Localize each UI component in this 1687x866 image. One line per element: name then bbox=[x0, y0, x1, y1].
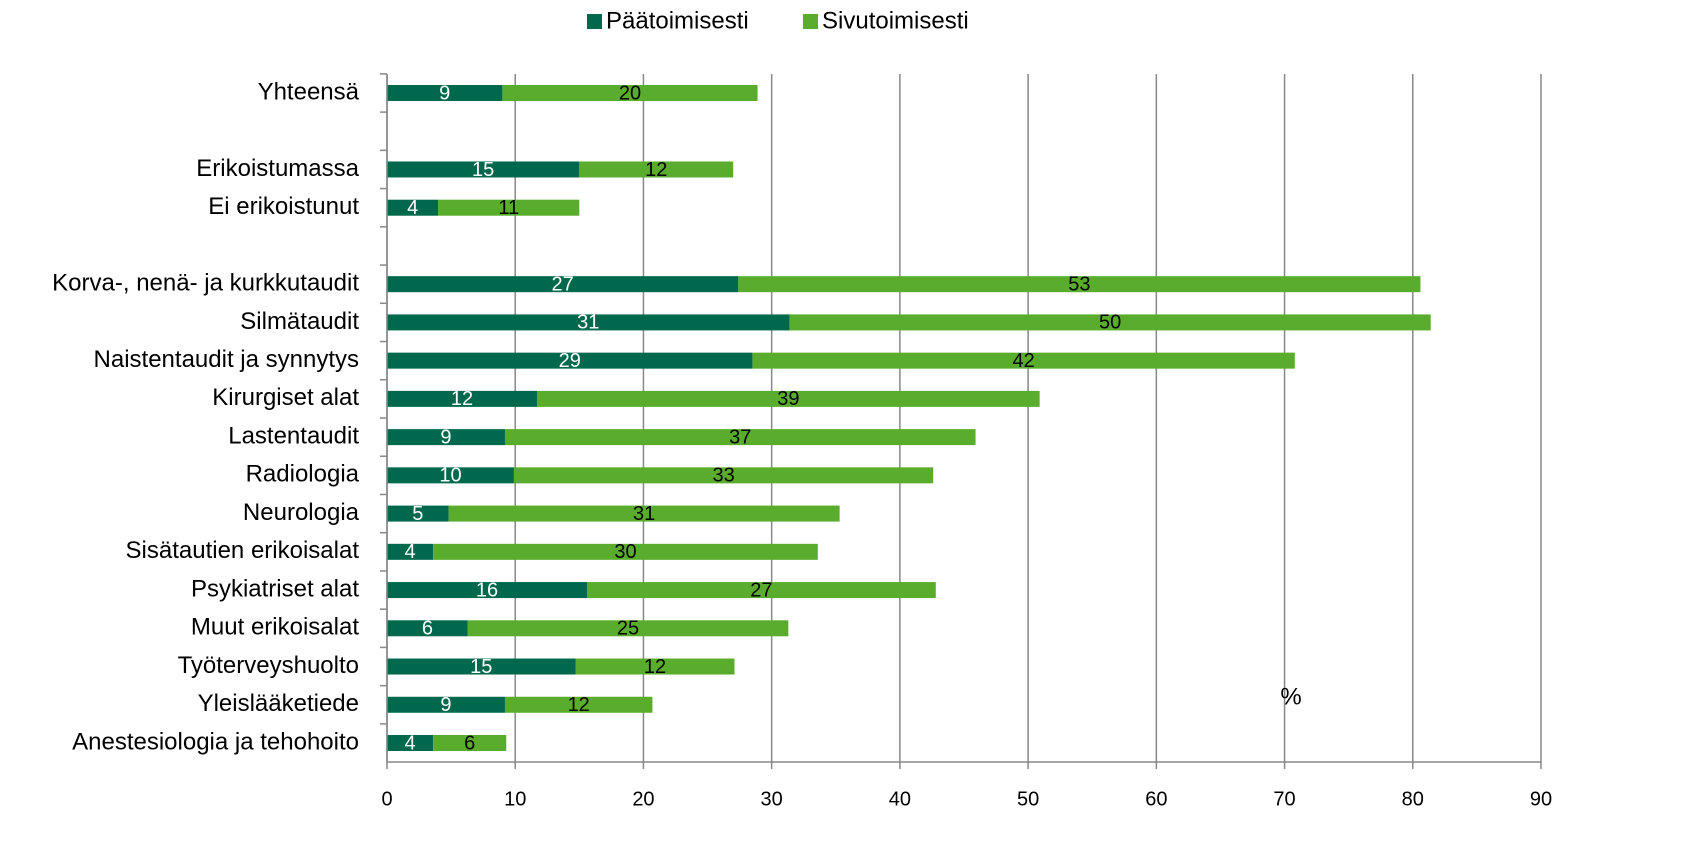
data-label: 25 bbox=[617, 618, 639, 640]
y-tick-label: Kirurgiset alat bbox=[212, 384, 359, 411]
data-label: 12 bbox=[451, 388, 473, 410]
data-label: 53 bbox=[1068, 273, 1090, 295]
x-tick-label: 30 bbox=[761, 788, 783, 810]
annotation: % bbox=[1280, 683, 1301, 710]
y-tick-label: Yleislääketiede bbox=[198, 690, 359, 717]
bar bbox=[448, 505, 840, 522]
data-label: 12 bbox=[644, 656, 666, 678]
bar bbox=[433, 735, 507, 751]
data-label: 37 bbox=[729, 426, 751, 448]
data-label: 4 bbox=[407, 197, 418, 219]
y-tick-label: Anestesiologia ja tehohoito bbox=[72, 728, 359, 755]
data-label: 9 bbox=[439, 82, 450, 104]
data-label: 39 bbox=[777, 388, 799, 410]
bar bbox=[433, 543, 818, 560]
y-tick-label: Psykiatriset alat bbox=[191, 575, 359, 602]
y-tick-label: Neurologia bbox=[243, 499, 360, 526]
legend-label: Päätoimisesti bbox=[606, 7, 749, 34]
data-label: 5 bbox=[412, 503, 423, 525]
bar bbox=[387, 735, 434, 751]
bar bbox=[387, 543, 434, 560]
x-tick-label: 20 bbox=[632, 788, 654, 810]
bar bbox=[387, 582, 588, 599]
data-label: 31 bbox=[577, 312, 599, 334]
data-label: 9 bbox=[440, 426, 451, 448]
legend-swatch bbox=[587, 14, 602, 29]
bar bbox=[579, 161, 734, 178]
bar bbox=[387, 276, 739, 293]
bar bbox=[752, 352, 1295, 369]
data-label: 6 bbox=[464, 732, 475, 754]
y-tick-label: Korva-, nenä- ja kurkkutaudit bbox=[52, 270, 359, 297]
bar bbox=[387, 696, 505, 713]
data-label: 15 bbox=[470, 656, 492, 678]
data-label: 50 bbox=[1099, 312, 1121, 334]
bar bbox=[387, 390, 538, 407]
y-tick-label: Radiologia bbox=[246, 461, 360, 488]
bar bbox=[537, 390, 1040, 407]
bar bbox=[504, 429, 976, 446]
data-label: 30 bbox=[614, 541, 636, 563]
bar bbox=[387, 505, 449, 522]
data-label: 4 bbox=[405, 541, 416, 563]
legend-swatch bbox=[803, 14, 818, 29]
data-label: 4 bbox=[405, 732, 416, 754]
data-label: 10 bbox=[439, 465, 461, 487]
bar bbox=[387, 620, 468, 637]
y-tick-label: Työterveyshuolto bbox=[178, 652, 359, 679]
data-label: 9 bbox=[440, 694, 451, 716]
bar bbox=[575, 658, 735, 675]
y-tick-label: Naistentaudit ja synnytys bbox=[94, 346, 359, 373]
data-label: 42 bbox=[1012, 350, 1034, 372]
data-label: 12 bbox=[568, 694, 590, 716]
bar bbox=[387, 467, 514, 484]
data-label: 16 bbox=[476, 579, 498, 601]
bar bbox=[587, 582, 936, 599]
bar bbox=[387, 658, 576, 675]
bar bbox=[502, 85, 758, 101]
bar bbox=[438, 199, 580, 216]
data-label: 15 bbox=[472, 159, 494, 181]
data-label: 31 bbox=[633, 503, 655, 525]
data-label: 6 bbox=[422, 618, 433, 640]
bar bbox=[467, 620, 789, 637]
bar bbox=[387, 161, 580, 178]
bar bbox=[738, 276, 1421, 293]
x-tick-label: 40 bbox=[889, 788, 911, 810]
x-tick-label: 0 bbox=[381, 788, 392, 810]
bar bbox=[387, 429, 505, 446]
y-tick-label: Sisätautien erikoisalat bbox=[126, 537, 360, 564]
data-label: 27 bbox=[552, 273, 574, 295]
bar bbox=[387, 199, 439, 216]
x-tick-label: 90 bbox=[1530, 788, 1552, 810]
data-label: 11 bbox=[498, 197, 519, 219]
bar bbox=[387, 85, 503, 101]
data-label: 29 bbox=[559, 350, 581, 372]
y-tick-label: Silmätaudit bbox=[240, 308, 359, 335]
data-label: 33 bbox=[712, 465, 734, 487]
data-label: 20 bbox=[619, 82, 641, 104]
x-tick-label: 60 bbox=[1145, 788, 1167, 810]
bar bbox=[513, 467, 934, 484]
x-tick-label: 80 bbox=[1402, 788, 1424, 810]
x-tick-label: 70 bbox=[1273, 788, 1295, 810]
data-label: 12 bbox=[645, 159, 667, 181]
bar bbox=[789, 314, 1431, 331]
y-tick-label: Ei erikoistunut bbox=[208, 193, 359, 220]
y-tick-label: Erikoistumassa bbox=[196, 155, 359, 182]
bar bbox=[387, 352, 753, 369]
x-tick-label: 10 bbox=[504, 788, 526, 810]
bar bbox=[387, 314, 790, 331]
legend-label: Sivutoimisesti bbox=[822, 7, 969, 34]
x-tick-label: 50 bbox=[1017, 788, 1039, 810]
bar bbox=[504, 696, 653, 713]
y-tick-label: Lastentaudit bbox=[228, 422, 359, 449]
y-tick-label: Yhteensä bbox=[258, 78, 360, 105]
y-tick-label: Muut erikoisalat bbox=[191, 614, 359, 641]
data-label: 27 bbox=[750, 579, 772, 601]
